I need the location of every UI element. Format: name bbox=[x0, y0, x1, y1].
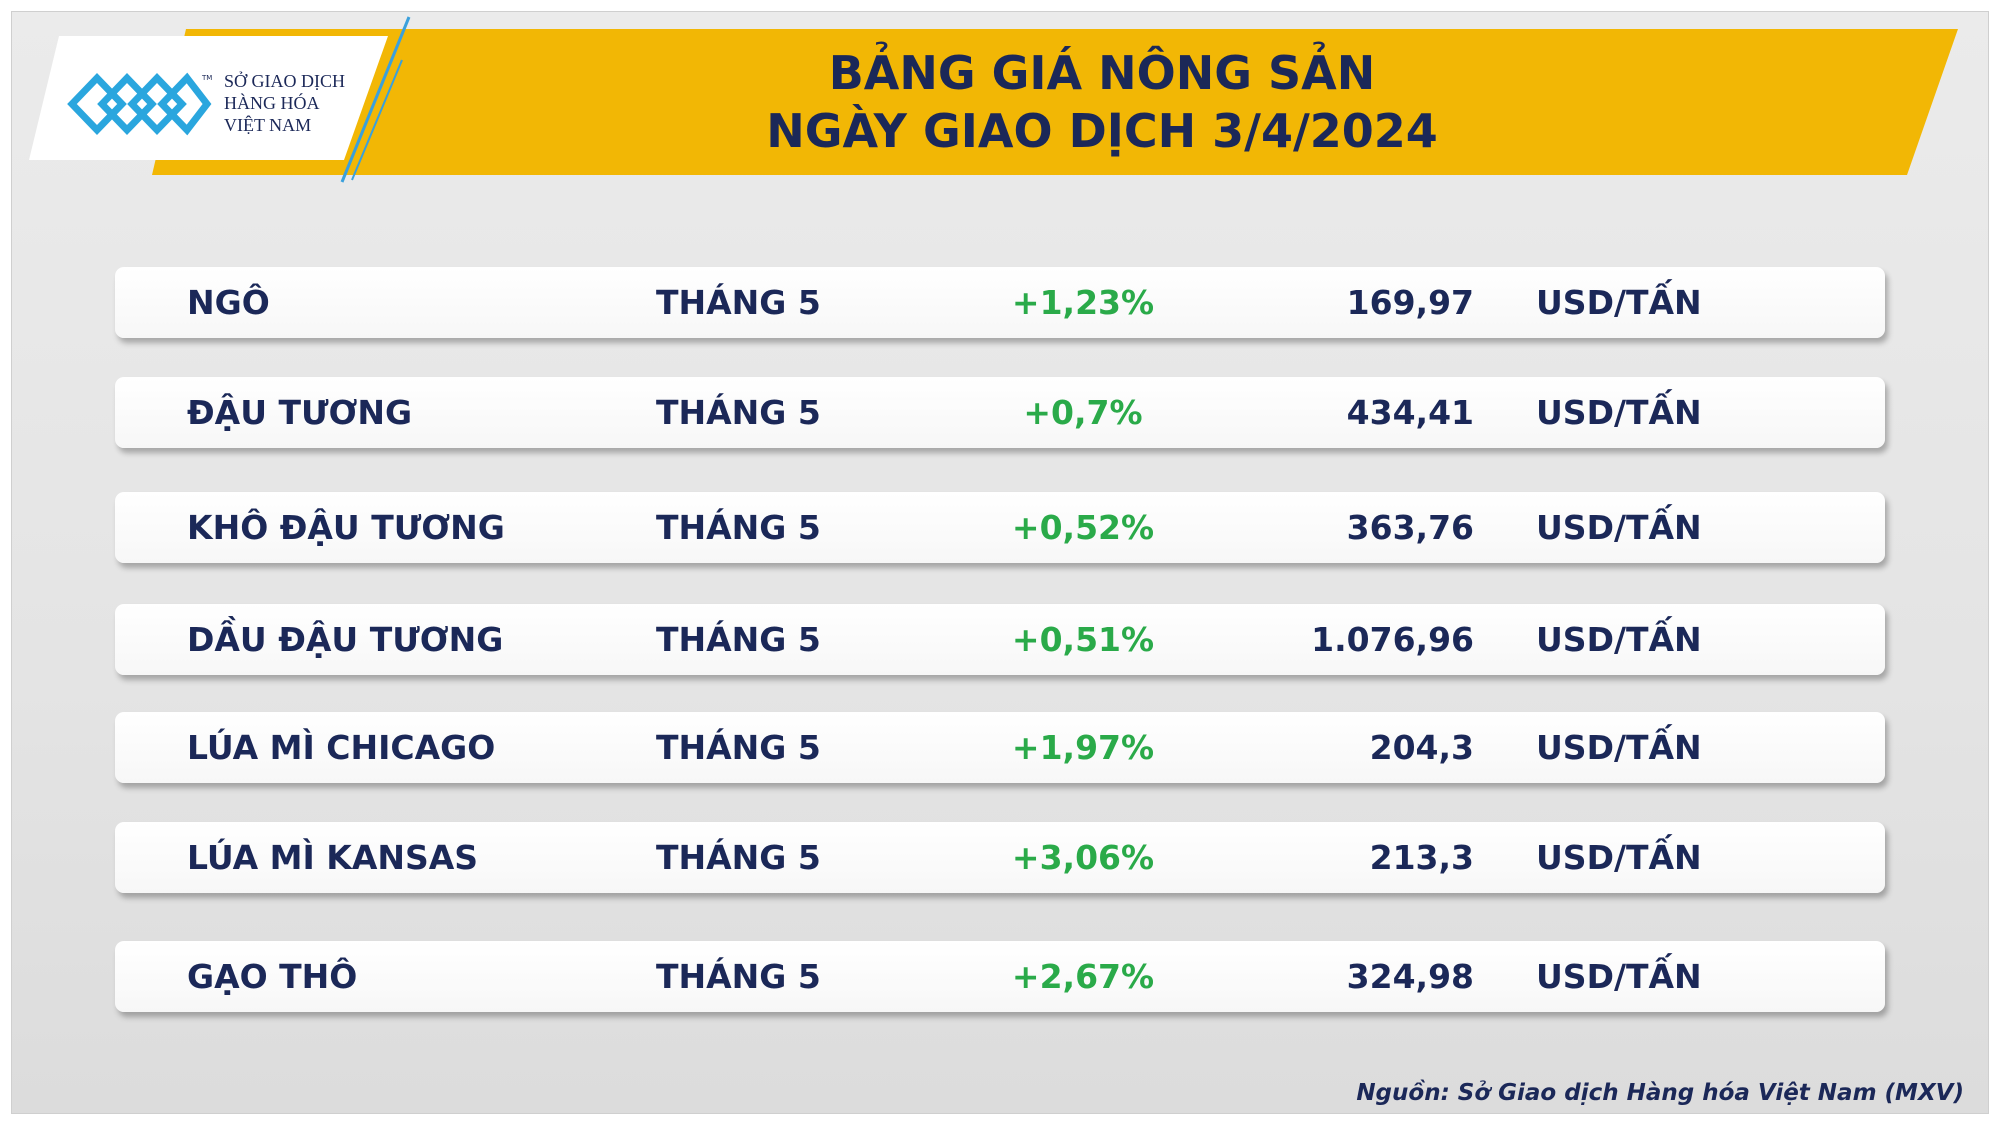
change-percent: +0,51% bbox=[1011, 620, 1155, 659]
contract-month: THÁNG 5 bbox=[656, 620, 821, 659]
logo-line: VIỆT NAM bbox=[224, 115, 312, 135]
slide: TM SỞ GIAO DỊCH HÀNG HÓA VIỆT NAM BẢNG G… bbox=[12, 12, 1988, 1113]
contract-month: THÁNG 5 bbox=[656, 283, 821, 322]
logo-icon bbox=[67, 72, 212, 136]
unit: USD/TẤN bbox=[1536, 508, 1702, 547]
logo-text: SỞ GIAO DỊCH HÀNG HÓA VIỆT NAM bbox=[224, 70, 345, 136]
logo-plate bbox=[29, 36, 388, 160]
contract-month: THÁNG 5 bbox=[656, 957, 821, 996]
contract-month: THÁNG 5 bbox=[656, 728, 821, 767]
logo-tm: TM bbox=[202, 74, 213, 82]
commodity: NGÔ bbox=[187, 283, 270, 322]
price-row: LÚA MÌ CHICAGO THÁNG 5 +1,97% 204,3 USD/TẤN bbox=[115, 712, 1885, 783]
price: 204,3 bbox=[1369, 728, 1474, 767]
price-row: DẦU ĐẬU TƯƠNG THÁNG 5 +0,51% 1.076,96 USD/TẤ… bbox=[115, 604, 1885, 675]
price: 1.076,96 bbox=[1311, 620, 1474, 659]
commodity: LÚA MÌ CHICAGO bbox=[187, 728, 496, 767]
commodity: LÚA MÌ KANSAS bbox=[187, 838, 479, 877]
commodity: GẠO THÔ bbox=[187, 957, 358, 996]
price: 169,97 bbox=[1346, 283, 1474, 322]
price-row: LÚA MÌ KANSAS THÁNG 5 +3,06% 213,3 USD/TẤN bbox=[115, 822, 1885, 893]
unit: USD/TẤN bbox=[1536, 838, 1702, 877]
contract-month: THÁNG 5 bbox=[656, 838, 821, 877]
title-line: NGÀY GIAO DỊCH 3/4/2024 bbox=[766, 104, 1438, 158]
contract-month: THÁNG 5 bbox=[656, 508, 821, 547]
price: 213,3 bbox=[1369, 838, 1474, 877]
contract-month: THÁNG 5 bbox=[656, 393, 821, 432]
commodity: DẦU ĐẬU TƯƠNG bbox=[187, 620, 504, 659]
price-row: ĐẬU TƯƠNG THÁNG 5 +0,7% 434,41 USD/TẤN bbox=[115, 377, 1885, 448]
logo-accent bbox=[340, 16, 411, 183]
change-percent: +3,06% bbox=[1011, 838, 1155, 877]
price: 363,76 bbox=[1346, 508, 1474, 547]
price-row: NGÔ THÁNG 5 +1,23% 169,97 USD/TẤN bbox=[115, 267, 1885, 338]
change-percent: +0,52% bbox=[1011, 508, 1155, 547]
price-row: GẠO THÔ THÁNG 5 +2,67% 324,98 USD/TẤN bbox=[115, 941, 1885, 1012]
unit: USD/TẤN bbox=[1536, 620, 1702, 659]
change-percent: +1,23% bbox=[1011, 283, 1155, 322]
change-percent: +1,97% bbox=[1011, 728, 1155, 767]
price-row: KHÔ ĐẬU TƯƠNG THÁNG 5 +0,52% 363,76 USD/TẤN bbox=[115, 492, 1885, 563]
decor bbox=[29, 16, 1958, 183]
logo-accent bbox=[351, 59, 403, 181]
price: 434,41 bbox=[1346, 393, 1474, 432]
title: BẢNG GIÁ NÔNG SẢN NGÀY GIAO DỊCH 3/4/202… bbox=[452, 44, 1752, 160]
title-line: BẢNG GIÁ NÔNG SẢN bbox=[828, 46, 1376, 100]
unit: USD/TẤN bbox=[1536, 393, 1702, 432]
commodity: KHÔ ĐẬU TƯƠNG bbox=[187, 508, 505, 547]
unit: USD/TẤN bbox=[1536, 283, 1702, 322]
unit: USD/TẤN bbox=[1536, 957, 1702, 996]
unit: USD/TẤN bbox=[1536, 728, 1702, 767]
commodity: ĐẬU TƯƠNG bbox=[187, 393, 413, 432]
title-banner bbox=[152, 29, 1958, 175]
logo-line: SỞ GIAO DỊCH bbox=[224, 71, 345, 91]
price: 324,98 bbox=[1346, 957, 1474, 996]
change-percent: +2,67% bbox=[1011, 957, 1155, 996]
change-percent: +0,7% bbox=[1023, 393, 1143, 432]
source-note: Nguồn: Sở Giao dịch Hàng hóa Việt Nam (M… bbox=[1356, 1080, 1964, 1106]
logo-line: HÀNG HÓA bbox=[224, 93, 320, 113]
